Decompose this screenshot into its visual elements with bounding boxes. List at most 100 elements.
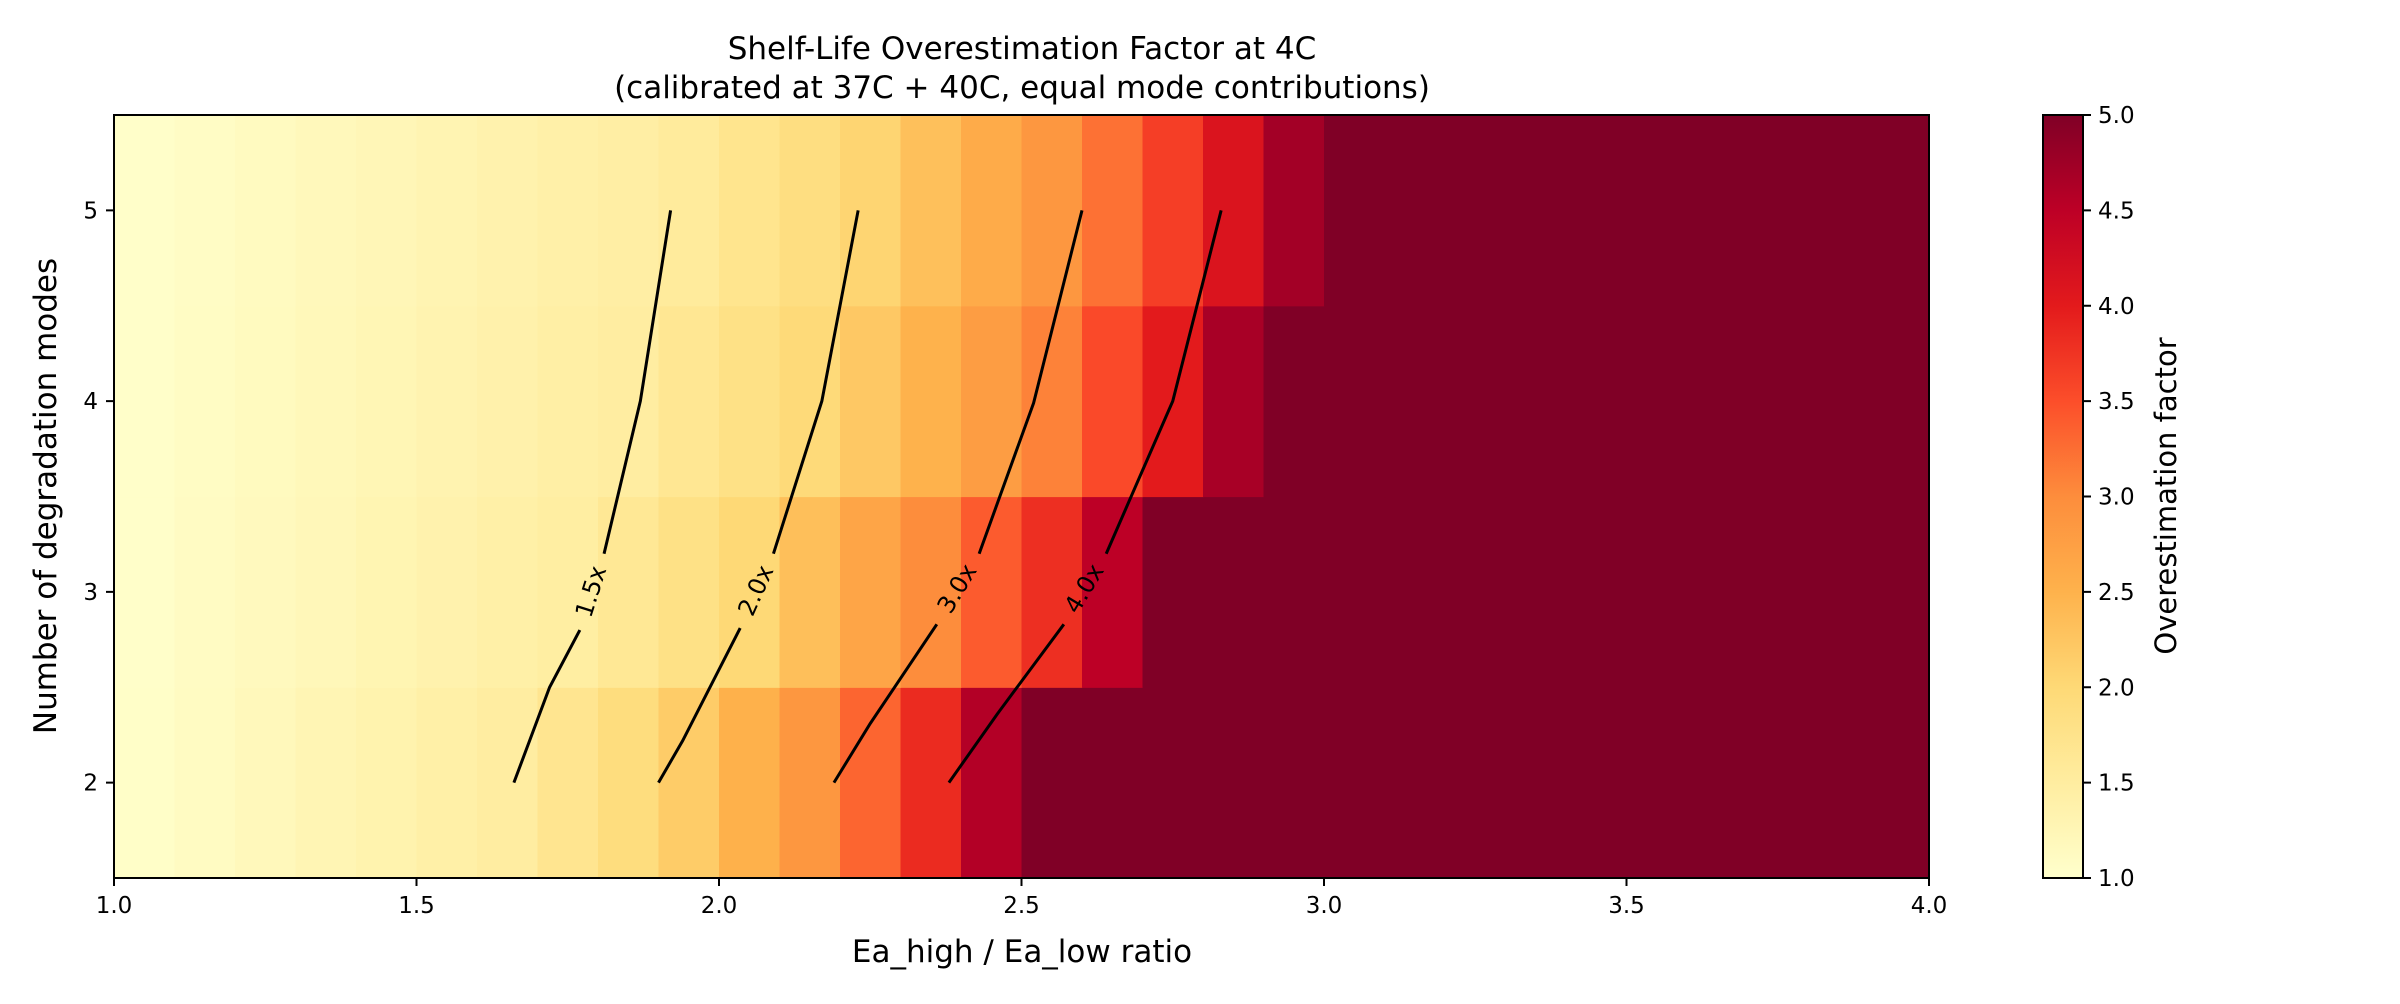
heatmap-cell [1142,115,1204,307]
heatmap-cell [900,305,962,498]
y-tick-label: 5 [83,198,98,224]
heatmap-cell [477,115,539,307]
heatmap-cell [1868,687,1930,879]
colorbar [2042,114,2084,879]
contour-line [602,210,673,555]
heatmap-cell [900,687,962,879]
colorbar-label: Overestimation factor [2149,337,2183,654]
colorbar-tick-label: 2.0 [2098,675,2135,701]
heatmap-cell [235,305,297,498]
heatmap-cell [1142,687,1204,879]
heatmap-cell [1747,687,1809,879]
heatmap-cell [1324,687,1386,879]
heatmap-cell [356,115,418,307]
y-tick-label: 4 [83,389,98,415]
x-tick-label: 2.0 [701,893,738,919]
heatmap-cell [1384,687,1446,879]
heatmap-cell [1445,687,1507,879]
heatmap-cell [719,687,781,879]
contour-line [1104,210,1223,555]
heatmap-cell [779,305,841,498]
heatmap-cell [295,687,357,879]
heatmap-cell [1505,115,1567,307]
contour-line [772,210,860,555]
heatmap-cell [1203,305,1265,498]
heatmap-cell [235,115,297,307]
heatmap-cell [1445,305,1507,498]
heatmap-cell [1324,496,1386,688]
contour-line [977,210,1084,555]
heatmap-cell [961,305,1023,498]
heatmap-cell [416,496,478,688]
heatmap-cell [1868,496,1930,688]
colorbar-tick-label: 1.5 [2098,771,2135,797]
heatmap-cell [779,687,841,879]
heatmap-cell [1687,496,1749,688]
heatmap-cell [1626,115,1688,307]
x-tick-label: 2.5 [1003,893,1040,919]
heatmap-cell [1082,496,1144,688]
heatmap-cell [477,305,539,498]
heatmap-cell [1263,305,1325,498]
heatmap-cell [1566,496,1628,688]
heatmap-cell [1021,687,1083,879]
heatmap-cell [1203,687,1265,879]
heatmap-cell [295,305,357,498]
x-axis-label: Ea_high / Ea_low ratio [852,934,1192,970]
heatmap-cell [416,687,478,879]
heatmap-cell [537,305,599,498]
heatmap-cell [356,305,418,498]
heatmap-cell [1082,687,1144,879]
heatmap-cell [235,496,297,688]
colorbar-tick-label: 4.5 [2098,198,2135,224]
heatmap-cell [1324,115,1386,307]
heatmap-cell [1505,687,1567,879]
heatmap-cell [961,496,1023,688]
heatmap-cell [658,496,720,688]
heatmap-cells [114,115,1930,879]
heatmap-cell [1747,305,1809,498]
heatmap-cell [1505,496,1567,688]
heatmap-cell [598,496,660,688]
heatmap-cell [961,115,1023,307]
heatmap-cell [961,687,1023,879]
heatmap-cell [1687,305,1749,498]
contour-line [832,623,939,784]
heatmap-cell [1445,115,1507,307]
heatmap-cell [1445,496,1507,688]
heatmap-cell [779,496,841,688]
heatmap-cell [1687,115,1749,307]
heatmap-cell [1808,115,1870,307]
chart-title: Shelf-Life Overestimation Factor at 4C [728,31,1317,67]
heatmap-cell [1566,115,1628,307]
heatmap-cell [235,687,297,879]
heatmap-cell [114,305,176,498]
heatmap-cell [356,496,418,688]
y-tick-label: 2 [83,771,98,797]
chart-subtitle: (calibrated at 37C + 40C, equal mode con… [614,70,1430,106]
contour-line [512,629,582,784]
heatmap-cell [477,687,539,879]
heatmap-cell [1142,496,1204,688]
colorbar-tick-label: 4.0 [2098,294,2135,320]
heatmap-cell [1626,305,1688,498]
y-axis-label: Number of degradation modes [28,258,64,734]
heatmap-cell [1868,115,1930,307]
heatmap-cell [840,115,902,307]
heatmap-cell [719,305,781,498]
y-tick-label: 3 [83,580,98,606]
heatmap-cell [295,115,357,307]
heatmap-cell [1566,305,1628,498]
heatmap-cell [114,115,176,307]
heatmap-cell [537,115,599,307]
heatmap-cell [174,305,236,498]
heatmap-cell [174,496,236,688]
heatmap-cell [1626,496,1688,688]
heatmap-cell [1808,305,1870,498]
heatmap-cell [719,115,781,307]
heatmap-cell [1082,305,1144,498]
y-axis: 2 3 4 5 [83,198,114,797]
colorbar-tick-label: 2.5 [2098,580,2135,606]
heatmap-cell [598,115,660,307]
heatmap-cell [416,305,478,498]
